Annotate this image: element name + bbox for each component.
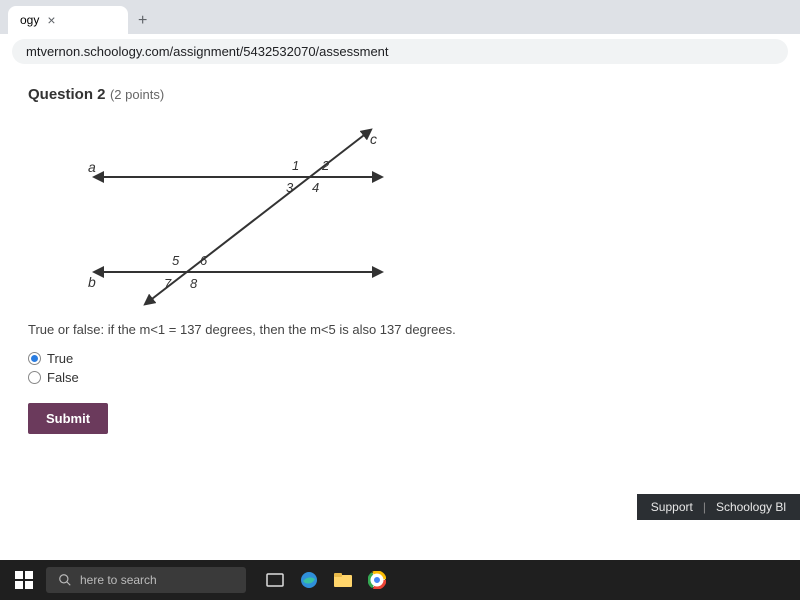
option-true[interactable]: True <box>28 351 772 366</box>
radio-true[interactable] <box>28 352 41 365</box>
angle-3: 3 <box>286 180 294 195</box>
angle-2: 2 <box>321 158 330 173</box>
angle-8: 8 <box>190 276 198 291</box>
page-content: Question 2 (2 points) a b c 1 2 3 4 <box>0 68 800 560</box>
task-view-icon[interactable] <box>260 565 290 595</box>
task-icons <box>260 565 392 595</box>
search-placeholder: here to search <box>80 573 157 587</box>
angle-6: 6 <box>200 253 208 268</box>
label-b: b <box>88 274 96 290</box>
blog-link[interactable]: Schoology Bl <box>716 500 786 514</box>
footer-bar: Support | Schoology Bl <box>637 494 800 520</box>
tab-title: ogy <box>20 13 39 27</box>
angle-5: 5 <box>172 253 180 268</box>
label-a: a <box>88 159 96 175</box>
angle-diagram: a b c 1 2 3 4 5 6 7 8 <box>68 122 772 312</box>
browser-tab[interactable]: ogy × <box>8 6 128 34</box>
submit-button[interactable]: Submit <box>28 403 108 434</box>
search-icon <box>58 573 72 587</box>
taskbar: here to search <box>0 560 800 600</box>
close-icon[interactable]: × <box>47 12 55 28</box>
address-bar-row: mtvernon.schoology.com/assignment/543253… <box>0 34 800 68</box>
address-bar[interactable]: mtvernon.schoology.com/assignment/543253… <box>12 39 788 64</box>
radio-false[interactable] <box>28 371 41 384</box>
start-button[interactable] <box>8 564 40 596</box>
tab-strip: ogy × + <box>0 0 800 34</box>
angle-4: 4 <box>312 180 319 195</box>
option-true-label: True <box>47 351 73 366</box>
question-text: True or false: if the m<1 = 137 degrees,… <box>28 322 772 337</box>
option-false[interactable]: False <box>28 370 772 385</box>
angle-7: 7 <box>164 276 172 291</box>
windows-icon <box>15 571 33 589</box>
url-text: mtvernon.schoology.com/assignment/543253… <box>26 44 389 59</box>
edge-icon[interactable] <box>294 565 324 595</box>
question-points: (2 points) <box>110 87 164 102</box>
question-header: Question 2 (2 points) <box>28 86 772 104</box>
option-false-label: False <box>47 370 79 385</box>
new-tab-button[interactable]: + <box>128 8 157 34</box>
support-link[interactable]: Support <box>651 500 693 514</box>
file-explorer-icon[interactable] <box>328 565 358 595</box>
question-title: Question 2 <box>28 86 106 103</box>
angle-1: 1 <box>292 158 299 173</box>
options-group: True False <box>28 351 772 385</box>
footer-sep: | <box>703 500 706 514</box>
chrome-icon[interactable] <box>362 565 392 595</box>
browser-chrome: ogy × + mtvernon.schoology.com/assignmen… <box>0 0 800 68</box>
label-c: c <box>370 131 377 147</box>
taskbar-search[interactable]: here to search <box>46 567 246 593</box>
